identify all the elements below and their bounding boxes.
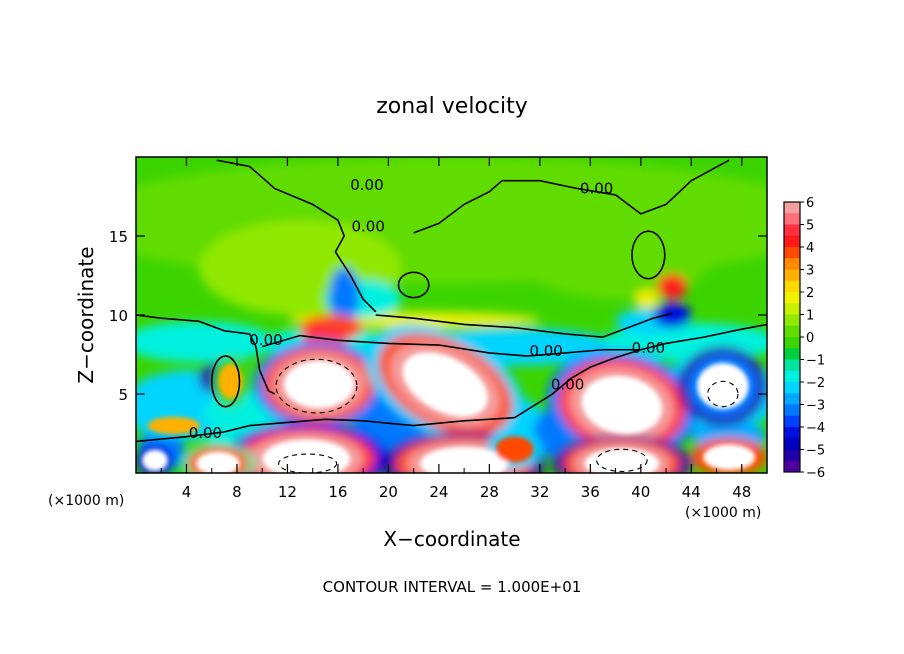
y-tick-label: 15	[109, 228, 128, 246]
contour-line	[216, 159, 377, 313]
colorbar-swatch	[784, 370, 800, 383]
colorbar-swatch	[784, 280, 800, 293]
contour-label: 0.00	[551, 375, 584, 393]
x-tick-label: 4	[182, 483, 192, 501]
contour-label: 0.00	[632, 339, 665, 357]
colorbar-swatch	[784, 292, 800, 304]
contour-label: 0.00	[529, 342, 562, 360]
colorbar-swatch	[784, 393, 800, 405]
colorbar-tick-label: 5	[806, 219, 814, 234]
colorbar-swatch	[784, 325, 800, 338]
colorbar-tick-label: −3	[806, 399, 825, 414]
colorbar-swatch	[784, 314, 800, 327]
colorbar-swatch	[784, 427, 800, 439]
colorbar-swatch	[784, 449, 800, 462]
colorbar-swatch	[784, 224, 800, 237]
x-tick-label: 36	[581, 483, 600, 501]
colorbar-tick-label: −6	[806, 466, 825, 481]
colorbar-tick-label: 0	[806, 331, 814, 346]
contour-loop	[631, 230, 666, 280]
contour-label: 0.00	[189, 424, 222, 442]
x-unit-right: (×1000 m)	[685, 505, 761, 521]
contour-label: 0.00	[352, 217, 385, 235]
colorbar-swatch	[784, 337, 800, 349]
colorbar-tick-label: −1	[806, 354, 825, 369]
x-unit-left: (×1000 m)	[48, 493, 124, 509]
colorbar-tick-label: 6	[806, 196, 814, 211]
zero-contours	[136, 159, 767, 473]
colorbar-swatch	[784, 235, 800, 248]
colorbar-swatch	[784, 213, 800, 225]
contour-label: 0.00	[580, 179, 613, 197]
contour-line	[413, 180, 503, 234]
contour-label: 0.00	[350, 176, 383, 194]
colorbar-swatch	[784, 202, 800, 214]
colorbar-swatch	[784, 415, 800, 428]
colorbar-swatch	[784, 247, 800, 259]
colorbar-tick-label: 4	[806, 241, 814, 256]
colorbar-tick-label: −2	[806, 376, 825, 391]
y-tick-label: 10	[109, 307, 128, 325]
colorbar: 6 5 4 3 2 1 0 −1 −2 −3 −4 −5 −6	[783, 196, 825, 481]
negative-contour	[278, 453, 338, 473]
colorbar-swatch	[784, 438, 800, 450]
x-tick-label: 48	[732, 483, 751, 501]
colorbar-swatch	[784, 382, 800, 394]
colorbar-swatch	[784, 269, 800, 282]
colorbar-swatch	[784, 404, 800, 417]
contour-loop	[397, 271, 430, 299]
contour-interval-note: CONTOUR INTERVAL = 1.000E+01	[323, 578, 582, 596]
colorbar-swatch	[784, 303, 800, 315]
colorbar-swatch	[784, 348, 800, 360]
colorbar-swatch	[784, 359, 800, 372]
contour-line	[375, 312, 673, 338]
colorbar-tick-label: 3	[806, 264, 814, 279]
contour-label: 0.00	[249, 331, 282, 349]
x-axis-ticks: 4 8 12 16 20 24 28 32 36 40 44 48	[160, 157, 751, 501]
contour-line	[514, 323, 767, 419]
contour-line	[136, 416, 515, 443]
contour-labels: 0.00 0.00 0.00 0.00 0.00 0.00 0.00 0.00	[189, 176, 665, 442]
negative-contour	[596, 448, 648, 472]
x-tick-label: 28	[480, 483, 499, 501]
colorbar-swatch	[784, 258, 800, 270]
plot-area: 0.00 0.00 0.00 0.00 0.00 0.00 0.00 0.00	[136, 157, 767, 473]
x-tick-label: 24	[429, 483, 448, 501]
contour-line	[136, 314, 276, 395]
contour-line	[261, 334, 641, 357]
colorbar-tick-label: −5	[806, 444, 825, 459]
x-tick-label: 12	[278, 483, 297, 501]
colorbar-tick-label: −4	[806, 421, 825, 436]
x-tick-label: 8	[232, 483, 242, 501]
negative-contour	[707, 380, 739, 408]
x-tick-label: 40	[631, 483, 650, 501]
x-tick-label: 16	[328, 483, 347, 501]
colorbar-tick-label: 2	[806, 286, 814, 301]
y-tick-label: 5	[118, 386, 128, 404]
colorbar-tick-label: 1	[806, 309, 814, 324]
chart-title: zonal velocity	[376, 94, 528, 119]
contour-loop	[210, 355, 241, 408]
y-axis-ticks: 5 10 15	[109, 228, 767, 404]
x-tick-label: 20	[379, 483, 398, 501]
y-axis-label: Z−coordinate	[74, 246, 98, 383]
x-tick-label: 44	[682, 483, 701, 501]
x-tick-label: 32	[530, 483, 549, 501]
colorbar-swatch	[784, 460, 800, 473]
x-axis-label: X−coordinate	[383, 527, 520, 551]
contour-line	[501, 159, 730, 215]
